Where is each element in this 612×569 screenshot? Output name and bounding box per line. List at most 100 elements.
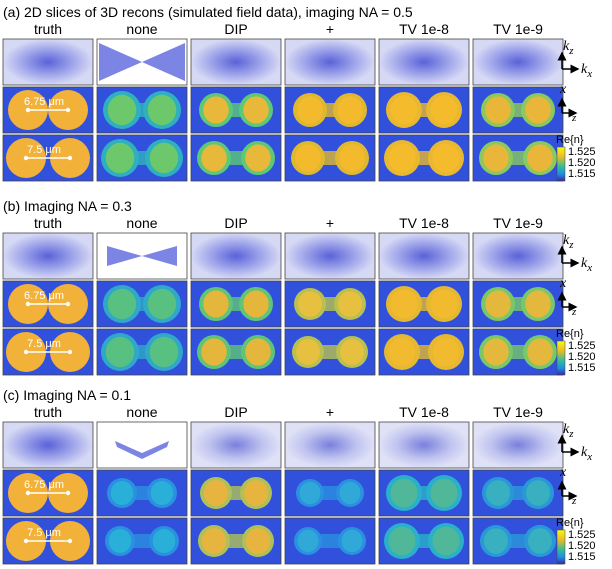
axis-label: x (559, 276, 567, 291)
axis-label-sub: z (568, 428, 574, 440)
scale-bar-end (67, 155, 73, 161)
kspace-image (96, 421, 188, 469)
scale-bar-end (65, 490, 71, 496)
sphere-core (298, 291, 322, 317)
scale-bar-end (25, 301, 31, 307)
column-header: truth (34, 404, 62, 420)
sphere-core (149, 142, 179, 174)
axis-label-sub: z (568, 239, 574, 251)
sphere-core (245, 338, 271, 366)
kspace-image (378, 38, 470, 86)
kspace-image (190, 38, 282, 86)
axis-label-base: k (581, 256, 588, 271)
sphere-core (246, 528, 270, 554)
column-header: truth (34, 215, 62, 231)
kspace-image (2, 38, 94, 86)
sphere-core (203, 290, 229, 318)
colorbar-tick-label: 1.525 (568, 340, 596, 352)
colorbar-tick-label: 1.520 (568, 157, 596, 169)
axis-label: kz (563, 39, 574, 57)
sphere-core (432, 526, 460, 556)
kspace-image (190, 232, 282, 280)
sphere-core (203, 96, 229, 124)
colorbar-tick-label: 1.515 (568, 362, 596, 374)
column-header: truth (34, 21, 62, 37)
axis-label: z (571, 112, 577, 124)
kspace-support (107, 246, 177, 266)
panel: (a) 2D slices of 3D recons (simulated fi… (2, 4, 596, 182)
sphere-core (107, 288, 137, 320)
kspace-image (378, 232, 470, 280)
scale-bar-end (23, 155, 29, 161)
sphere-core (204, 480, 228, 506)
colorbar-tick-label: 1.525 (568, 146, 596, 158)
kspace-support (99, 43, 185, 81)
column-header: TV 1e-8 (399, 404, 449, 420)
kspace-image (284, 421, 376, 469)
sphere-core (339, 144, 365, 172)
axis-label: kx (581, 445, 592, 463)
sphere-core (202, 528, 226, 554)
axis-label: kz (563, 233, 574, 251)
axis-label-sub: x (586, 68, 592, 80)
axis-label: x (559, 82, 567, 97)
axis-label: z (571, 306, 577, 318)
column-header: none (126, 21, 157, 37)
kspace-image (2, 232, 94, 280)
sphere-core (243, 290, 269, 318)
column-header: none (126, 215, 157, 231)
sphere-core (338, 291, 362, 317)
scale-bar-label: 6.75 μm (24, 290, 64, 302)
sphere-core (525, 96, 551, 124)
kspace-image (2, 421, 94, 469)
scale-bar-label: 7.5 μm (27, 338, 61, 350)
sphere-core (147, 288, 177, 320)
sphere-core (485, 290, 511, 318)
axis-label-base: k (581, 445, 588, 460)
kspace-image (378, 421, 470, 469)
sphere-core (201, 338, 227, 366)
column-header: none (126, 404, 157, 420)
sphere-core (527, 144, 553, 172)
sphere-core (150, 481, 174, 505)
sphere-core (341, 529, 363, 553)
sphere-core (527, 338, 553, 366)
sphere-core (485, 96, 511, 124)
sphere-core (339, 481, 361, 505)
sphere-core (525, 290, 551, 318)
column-header: TV 1e-8 (399, 21, 449, 37)
sphere-core (147, 94, 177, 126)
sphere-core (149, 336, 179, 368)
axis-label: kz (563, 422, 574, 440)
kspace-image (190, 421, 282, 469)
scale-bar-end (25, 490, 31, 496)
kspace-support (115, 441, 169, 459)
sphere-core (105, 336, 135, 368)
sphere-core (296, 339, 320, 365)
colorbar-label: Re{n} (556, 134, 584, 146)
scale-bar-end (25, 107, 31, 113)
column-header: + (326, 404, 334, 420)
column-header: TV 1e-9 (493, 404, 543, 420)
scale-bar-end (65, 107, 71, 113)
sphere-core (244, 480, 268, 506)
scale-bar-label: 6.75 μm (24, 479, 64, 491)
sphere-core (388, 143, 416, 173)
scale-bar-end (67, 538, 73, 544)
kspace-image (284, 232, 376, 280)
column-header: DIP (224, 404, 247, 420)
sphere-core (388, 526, 416, 556)
colorbar-label: Re{n} (556, 328, 584, 340)
kspace-image (472, 38, 564, 86)
sphere-core (390, 289, 418, 319)
scale-bar-end (67, 349, 73, 355)
colorbar-tick-label: 1.515 (568, 168, 596, 180)
sphere-core (484, 528, 508, 554)
colorbar-tick-label: 1.525 (568, 529, 596, 541)
column-header: TV 1e-9 (493, 215, 543, 231)
sphere-core (245, 144, 271, 172)
colorbar-tick-label: 1.520 (568, 351, 596, 363)
scale-bar-end (65, 301, 71, 307)
colorbar-tick-label: 1.520 (568, 540, 596, 552)
